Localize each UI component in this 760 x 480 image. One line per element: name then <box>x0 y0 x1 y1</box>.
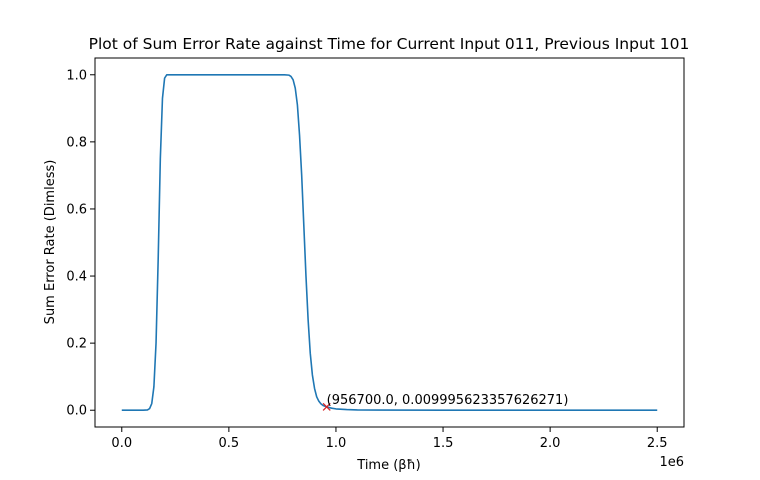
annotation-marker <box>322 402 331 411</box>
x-tick-label: 2.5 <box>647 436 668 451</box>
x-axis-offset-text: 1e6 <box>659 455 684 470</box>
chart-title: Plot of Sum Error Rate against Time for … <box>89 35 690 53</box>
y-tick-label: 0.0 <box>66 404 87 419</box>
x-axis-label: Time (βħ) <box>356 458 420 473</box>
series-line-0 <box>121 73 658 412</box>
plot-frame <box>94 57 685 428</box>
x-tick-label: 0.5 <box>219 436 240 451</box>
y-tick-label: 0.2 <box>66 337 87 352</box>
x-axis: 0.0 0.5 1.0 1.5 2.0 2.5 <box>111 427 668 451</box>
annotation-marker-stroke <box>322 402 331 411</box>
annotation-label: (956700.0, 0.009995623357626271) <box>327 393 569 408</box>
y-tick-label: 0.8 <box>66 135 87 150</box>
x-tick-label: 1.5 <box>433 436 454 451</box>
y-tick-label: 0.4 <box>66 270 87 285</box>
y-axis: 0.0 0.2 0.4 0.6 0.8 1.0 <box>66 68 95 419</box>
plot-area: (956700.0, 0.009995623357626271) <box>121 73 658 412</box>
y-axis-label: Sum Error Rate (Dimless) <box>43 160 58 325</box>
y-tick-label: 1.0 <box>66 68 87 83</box>
x-tick-label: 2.0 <box>540 436 561 451</box>
x-tick-label: 1.0 <box>326 436 347 451</box>
y-tick-label: 0.6 <box>66 202 87 217</box>
x-tick-label: 0.0 <box>111 436 132 451</box>
